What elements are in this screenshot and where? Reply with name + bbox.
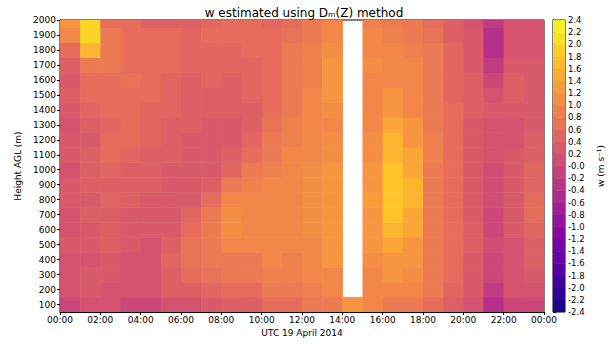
svg-text:00:00: 00:00	[531, 315, 557, 325]
svg-text:0.4: 0.4	[568, 137, 582, 147]
svg-text:00:00: 00:00	[47, 315, 73, 325]
svg-text:1.4: 1.4	[568, 76, 582, 86]
svg-text:2.4: 2.4	[568, 15, 582, 25]
svg-text:1.2: 1.2	[568, 88, 582, 98]
svg-text:06:00: 06:00	[168, 315, 194, 325]
svg-text:14:00: 14:00	[329, 315, 355, 325]
svg-text:1900: 1900	[33, 30, 56, 40]
svg-text:22:00: 22:00	[491, 315, 517, 325]
svg-text:1100: 1100	[33, 150, 56, 160]
svg-text:08:00: 08:00	[208, 315, 234, 325]
svg-text:1700: 1700	[33, 60, 56, 70]
svg-text:2000: 2000	[33, 15, 56, 25]
svg-text:04:00: 04:00	[128, 315, 154, 325]
svg-text:-0.4: -0.4	[568, 185, 585, 195]
svg-text:2.2: 2.2	[568, 27, 582, 37]
svg-text:Height AGL (m): Height AGL (m)	[13, 131, 23, 200]
svg-text:0.6: 0.6	[568, 125, 582, 135]
svg-text:12:00: 12:00	[289, 315, 315, 325]
svg-text:-1.0: -1.0	[568, 222, 585, 232]
svg-text:1200: 1200	[33, 135, 56, 145]
svg-text:18:00: 18:00	[410, 315, 436, 325]
svg-text:-1.6: -1.6	[568, 258, 585, 268]
svg-text:UTC 19 April 2014: UTC 19 April 2014	[261, 328, 343, 338]
svg-text:-1.2: -1.2	[568, 234, 585, 244]
svg-text:0.8: 0.8	[568, 112, 582, 122]
svg-text:500: 500	[39, 240, 56, 250]
svg-text:-0.8: -0.8	[568, 210, 585, 220]
svg-text:600: 600	[39, 225, 56, 235]
svg-text:400: 400	[39, 255, 56, 265]
svg-text:1600: 1600	[33, 75, 56, 85]
svg-text:0.2: 0.2	[568, 149, 582, 159]
svg-text:1800: 1800	[33, 45, 56, 55]
svg-text:-1.8: -1.8	[568, 271, 585, 281]
svg-text:1.8: 1.8	[568, 52, 582, 62]
svg-text:02:00: 02:00	[87, 315, 113, 325]
svg-text:w (m s⁻¹): w (m s⁻¹)	[596, 145, 606, 187]
svg-text:200: 200	[39, 285, 56, 295]
svg-text:20:00: 20:00	[450, 315, 476, 325]
svg-text:-2.2: -2.2	[568, 295, 585, 305]
svg-text:w estimated using Dₘ(Z) method: w estimated using Dₘ(Z) method	[205, 6, 404, 20]
svg-text:1400: 1400	[33, 105, 56, 115]
svg-text:1300: 1300	[33, 120, 56, 130]
svg-text:-2.0: -2.0	[568, 283, 585, 293]
svg-text:1500: 1500	[33, 90, 56, 100]
svg-text:-1.4: -1.4	[568, 246, 585, 256]
svg-text:100: 100	[39, 300, 56, 310]
svg-text:2.0: 2.0	[568, 39, 582, 49]
svg-text:700: 700	[39, 210, 56, 220]
svg-text:300: 300	[39, 270, 56, 280]
svg-text:-0.6: -0.6	[568, 198, 585, 208]
svg-text:-2.4: -2.4	[568, 307, 585, 317]
svg-text:-0.2: -0.2	[568, 173, 585, 183]
svg-text:1.6: 1.6	[568, 64, 582, 74]
svg-text:800: 800	[39, 195, 56, 205]
svg-text:900: 900	[39, 180, 56, 190]
svg-text:-0.0: -0.0	[568, 161, 585, 171]
svg-text:10:00: 10:00	[249, 315, 275, 325]
svg-text:1000: 1000	[33, 165, 56, 175]
svg-text:16:00: 16:00	[370, 315, 396, 325]
svg-text:1.0: 1.0	[568, 100, 582, 110]
